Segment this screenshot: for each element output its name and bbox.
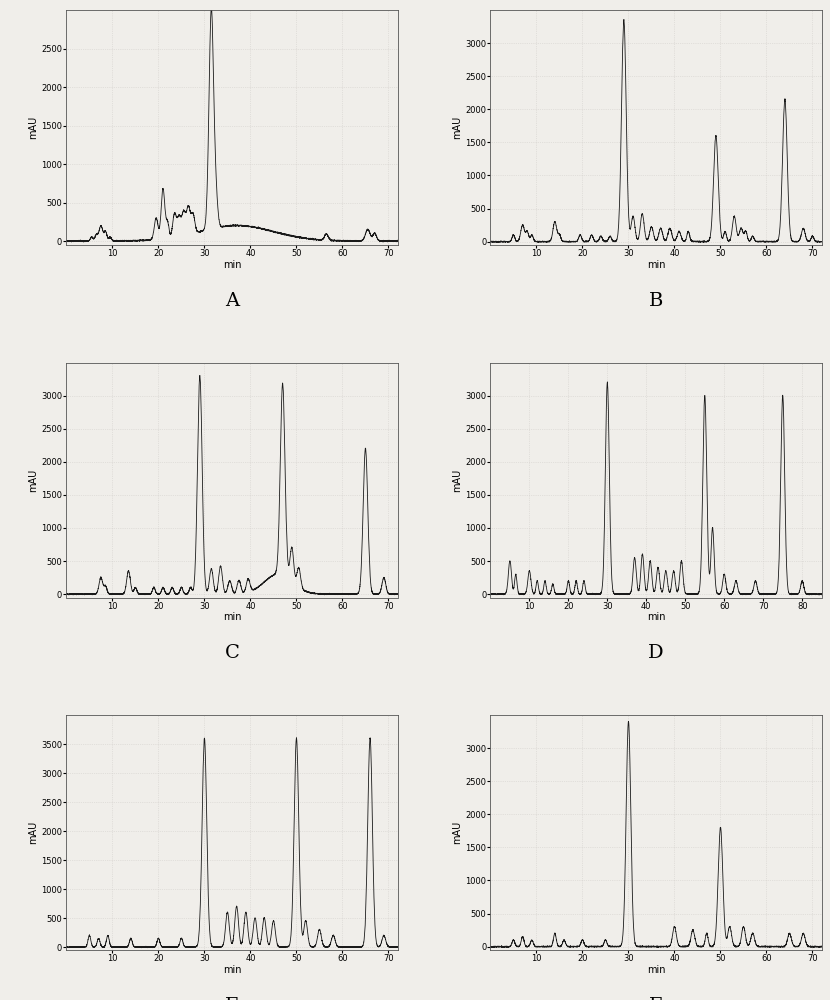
Y-axis label: mAU: mAU: [452, 116, 462, 139]
Y-axis label: mAU: mAU: [28, 821, 38, 844]
Y-axis label: mAU: mAU: [28, 116, 38, 139]
Y-axis label: mAU: mAU: [452, 821, 462, 844]
Y-axis label: mAU: mAU: [452, 468, 462, 492]
X-axis label: min: min: [222, 612, 242, 622]
X-axis label: min: min: [647, 612, 666, 622]
Text: D: D: [648, 644, 664, 662]
Text: F: F: [649, 997, 663, 1000]
Text: A: A: [225, 292, 239, 310]
Text: C: C: [225, 644, 240, 662]
Text: B: B: [649, 292, 663, 310]
Text: E: E: [225, 997, 239, 1000]
X-axis label: min: min: [222, 260, 242, 270]
X-axis label: min: min: [222, 965, 242, 975]
X-axis label: min: min: [647, 260, 666, 270]
X-axis label: min: min: [647, 965, 666, 975]
Y-axis label: mAU: mAU: [28, 468, 38, 492]
